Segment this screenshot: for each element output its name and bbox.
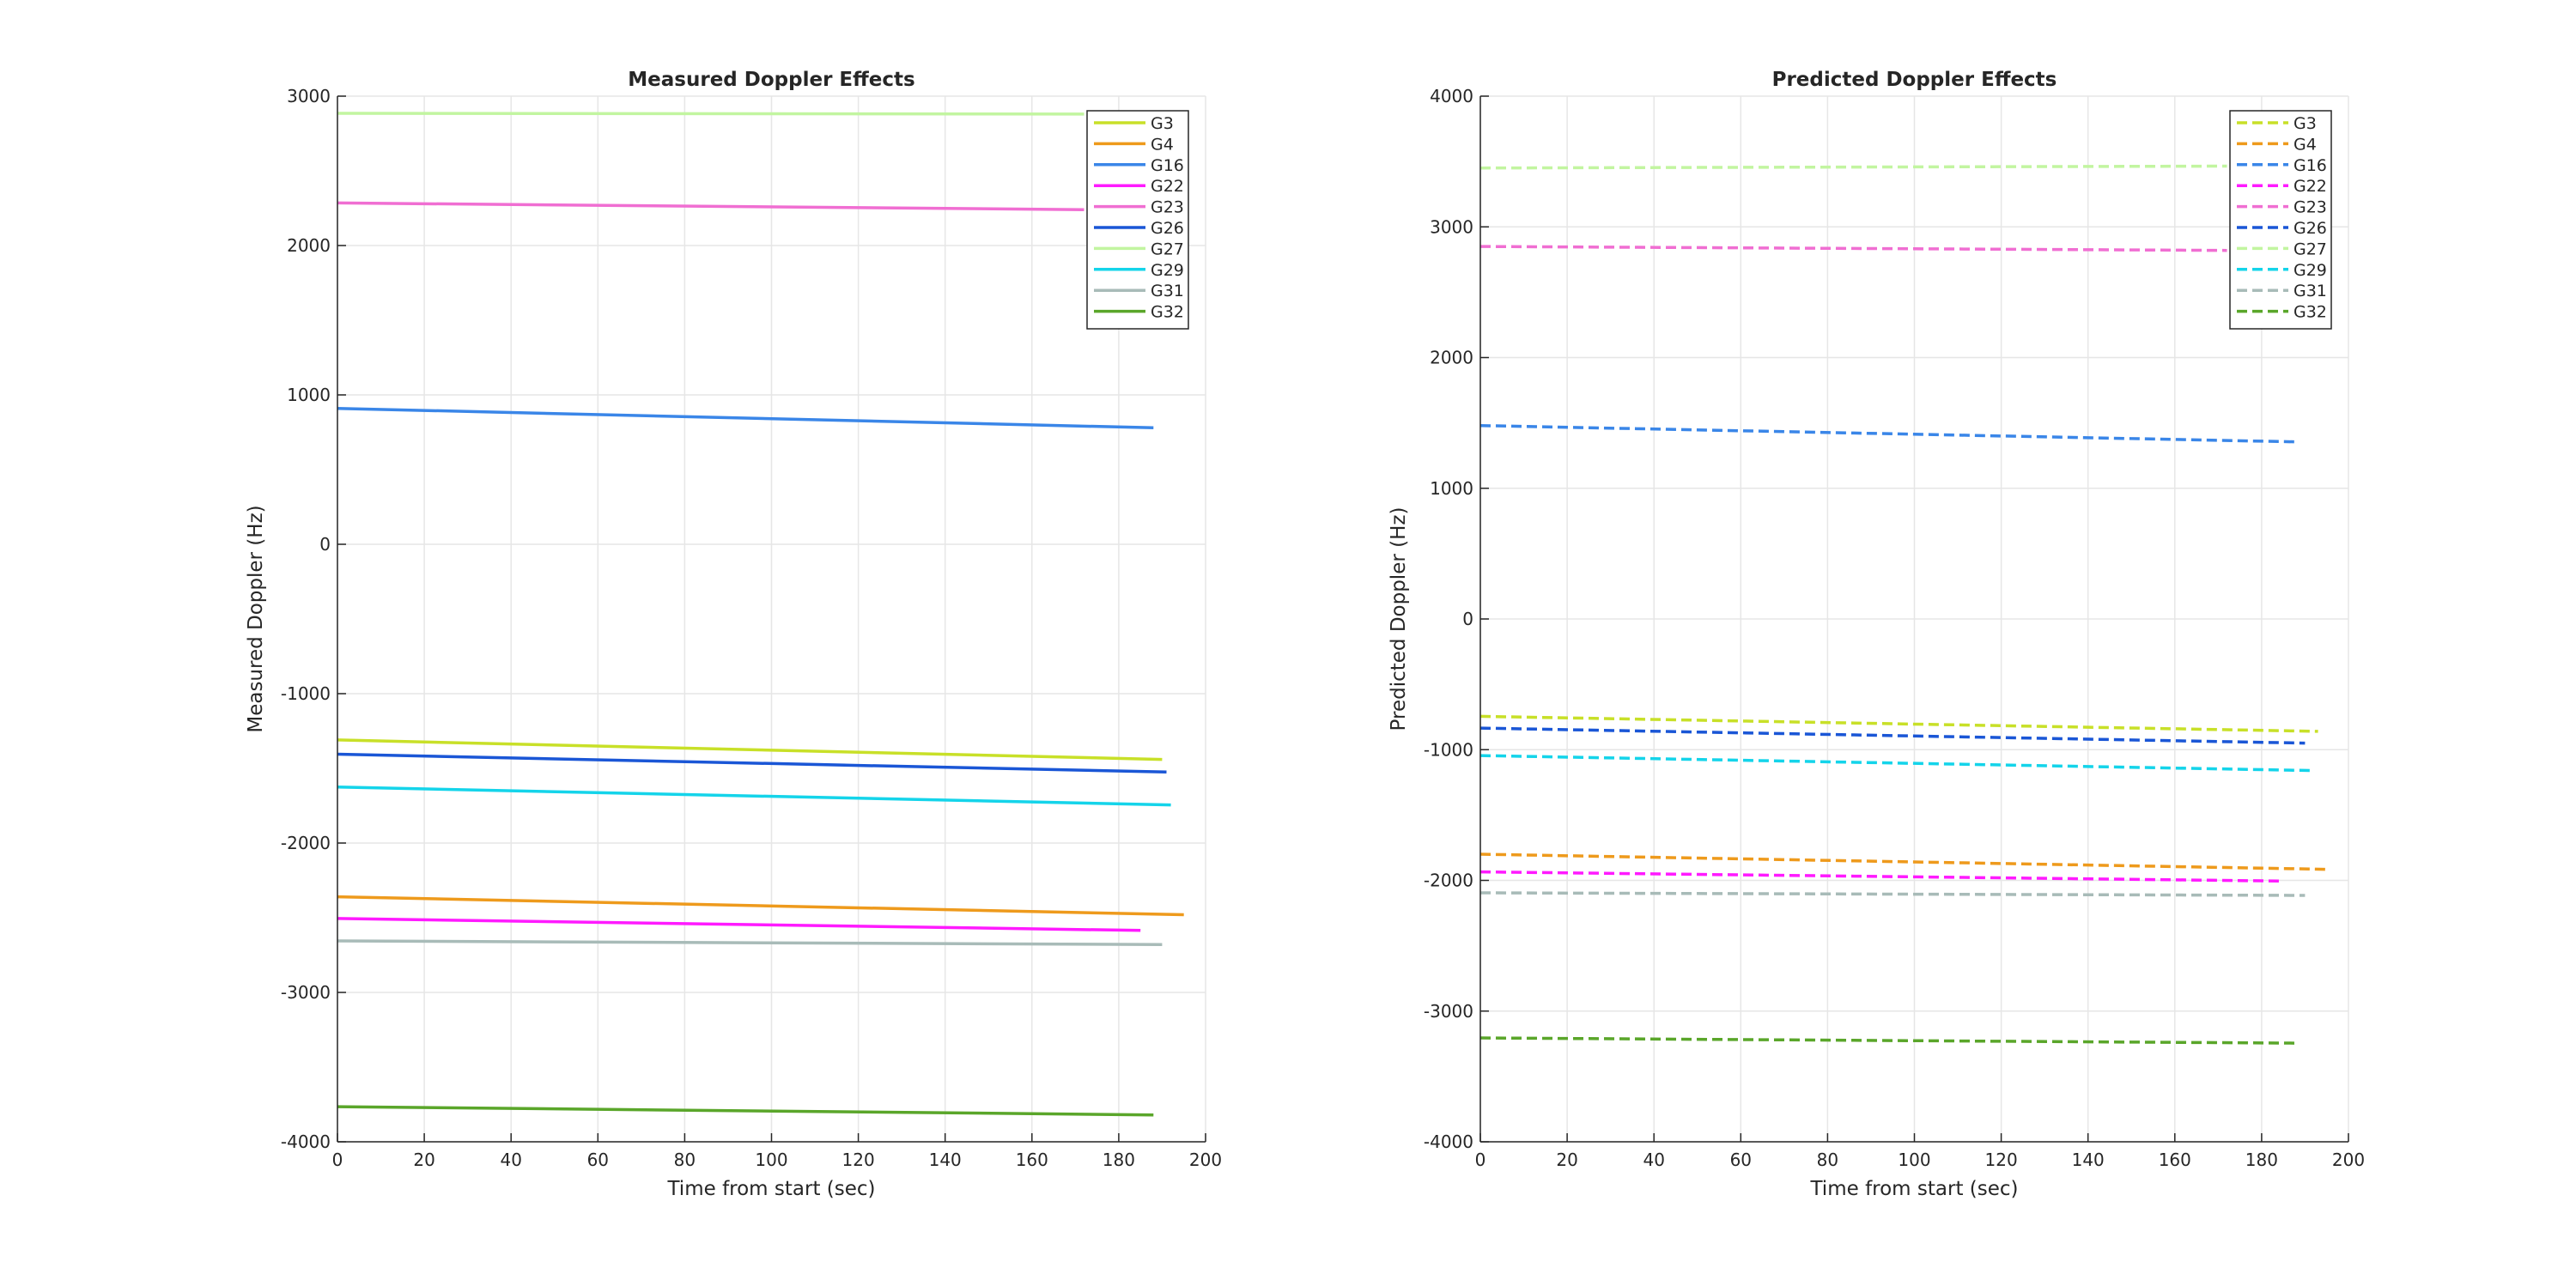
y-tick-label: -4000: [1424, 1131, 1473, 1152]
y-tick-label: 2000: [287, 235, 331, 256]
legend: G3 G4 G16 G22 G23 G26 G27 G29 G31 G32: [2229, 110, 2332, 330]
legend-label-g23: G23: [1151, 198, 1184, 217]
series-line-g31: [337, 939, 1163, 947]
y-axis-label: Measured Doppler (Hz): [245, 505, 267, 732]
x-tick-label: 100: [1898, 1150, 1930, 1170]
y-tick-label: -2000: [281, 833, 331, 853]
series-line-g27: [337, 112, 1084, 116]
x-tick-label: 40: [1643, 1150, 1664, 1170]
legend-label-g32: G32: [1151, 303, 1184, 322]
legend: G3 G4 G16 G22 G23 G26 G27 G29 G31 G32: [1086, 110, 1189, 330]
legend-label-g4: G4: [1151, 135, 1174, 154]
x-tick-label: 120: [842, 1150, 875, 1170]
legend-box: [1086, 110, 1189, 330]
series-line-g31: [1479, 891, 2306, 897]
series-line-g3: [337, 738, 1163, 761]
series-line-g27: [1479, 164, 2227, 170]
legend-label-g26: G26: [1151, 219, 1184, 238]
series-line-g4: [337, 895, 1184, 917]
series-line-g32: [337, 1105, 1154, 1117]
legend-label-g22: G22: [2293, 177, 2327, 196]
series-line-g3: [1479, 714, 2318, 733]
x-tick-label: 160: [1016, 1150, 1048, 1170]
series-line-g32: [1479, 1036, 2297, 1045]
series-line-g4: [1479, 852, 2327, 871]
x-tick-label: 140: [929, 1150, 962, 1170]
y-tick-label: -2000: [1424, 871, 1473, 891]
legend-label-g32: G32: [2293, 303, 2327, 322]
legend-label-g16: G16: [1151, 156, 1184, 175]
x-tick-label: 60: [587, 1150, 609, 1170]
legend-label-g26: G26: [2293, 219, 2327, 238]
x-axis-label: Time from start (sec): [666, 1178, 875, 1200]
x-tick-label: 100: [755, 1150, 787, 1170]
x-axis-label: Time from start (sec): [1809, 1178, 2018, 1200]
series-line-g22: [337, 917, 1141, 932]
x-tick-label: 200: [2332, 1150, 2365, 1170]
y-tick-label: 4000: [1430, 86, 1473, 106]
y-tick-label: 0: [1462, 609, 1473, 629]
measured-doppler-chart: 0 20 40 60 80 100 120 140 160 180 200 -4000 -3000 -20…: [245, 69, 1222, 1200]
legend-label-g23: G23: [2293, 198, 2327, 217]
chart-title: Measured Doppler Effects: [628, 69, 914, 91]
series-line-g23: [1479, 245, 2227, 252]
x-tick-label: 0: [1475, 1150, 1486, 1170]
predicted-doppler-chart: 0 20 40 60 80 100 120 140 160 180 200 -4000 -3000 -20…: [1388, 69, 2365, 1200]
legend-label-g4: G4: [2293, 135, 2317, 154]
series-line-g23: [337, 201, 1084, 211]
x-tick-label: 20: [1556, 1150, 1577, 1170]
x-tick-label: 160: [2159, 1150, 2191, 1170]
x-tick-label: 80: [674, 1150, 696, 1170]
legend-label-g27: G27: [1151, 240, 1184, 258]
y-tick-label: -1000: [1424, 739, 1473, 760]
x-tick-label: 120: [1985, 1150, 2018, 1170]
x-tick-label: 80: [1817, 1150, 1838, 1170]
legend-label-g22: G22: [1151, 177, 1184, 196]
legend-label-g31: G31: [1151, 282, 1184, 300]
series-line-g26: [1479, 726, 2306, 745]
y-tick-label: 2000: [1430, 348, 1473, 368]
legend-label-g29: G29: [1151, 261, 1184, 280]
x-tick-label: 140: [2072, 1150, 2105, 1170]
series-line-g16: [1479, 423, 2297, 444]
series-line-g29: [337, 786, 1171, 807]
y-tick-label: -4000: [281, 1131, 331, 1152]
series-line-g26: [337, 752, 1167, 774]
legend-label-g16: G16: [2293, 156, 2327, 175]
y-tick-label: -1000: [281, 683, 331, 704]
y-tick-label: 1000: [1430, 478, 1473, 499]
y-axis-label: Predicted Doppler (Hz): [1388, 507, 1410, 731]
legend-label-g3: G3: [2293, 114, 2317, 133]
legend-label-g29: G29: [2293, 261, 2327, 280]
series-line-g16: [337, 406, 1154, 430]
x-tick-label: 20: [413, 1150, 434, 1170]
x-tick-label: 0: [332, 1150, 343, 1170]
y-tick-label: 3000: [287, 86, 331, 106]
legend-label-g27: G27: [2293, 240, 2327, 258]
legend-label-g31: G31: [2293, 282, 2327, 300]
y-tick-label: 3000: [1430, 216, 1473, 237]
y-tick-label: -3000: [1424, 1001, 1473, 1022]
y-tick-label: -3000: [281, 982, 331, 1003]
x-tick-label: 40: [500, 1150, 521, 1170]
y-tick-label: 0: [319, 534, 331, 555]
legend-box: [2229, 110, 2332, 330]
x-tick-label: 200: [1189, 1150, 1222, 1170]
y-tick-label: 1000: [287, 385, 331, 405]
chart-title: Predicted Doppler Effects: [1772, 69, 2057, 91]
series-line-g22: [1479, 870, 2284, 883]
x-tick-label: 180: [1103, 1150, 1135, 1170]
x-tick-label: 60: [1730, 1150, 1752, 1170]
x-tick-label: 180: [2245, 1150, 2278, 1170]
legend-label-g3: G3: [1151, 114, 1174, 133]
